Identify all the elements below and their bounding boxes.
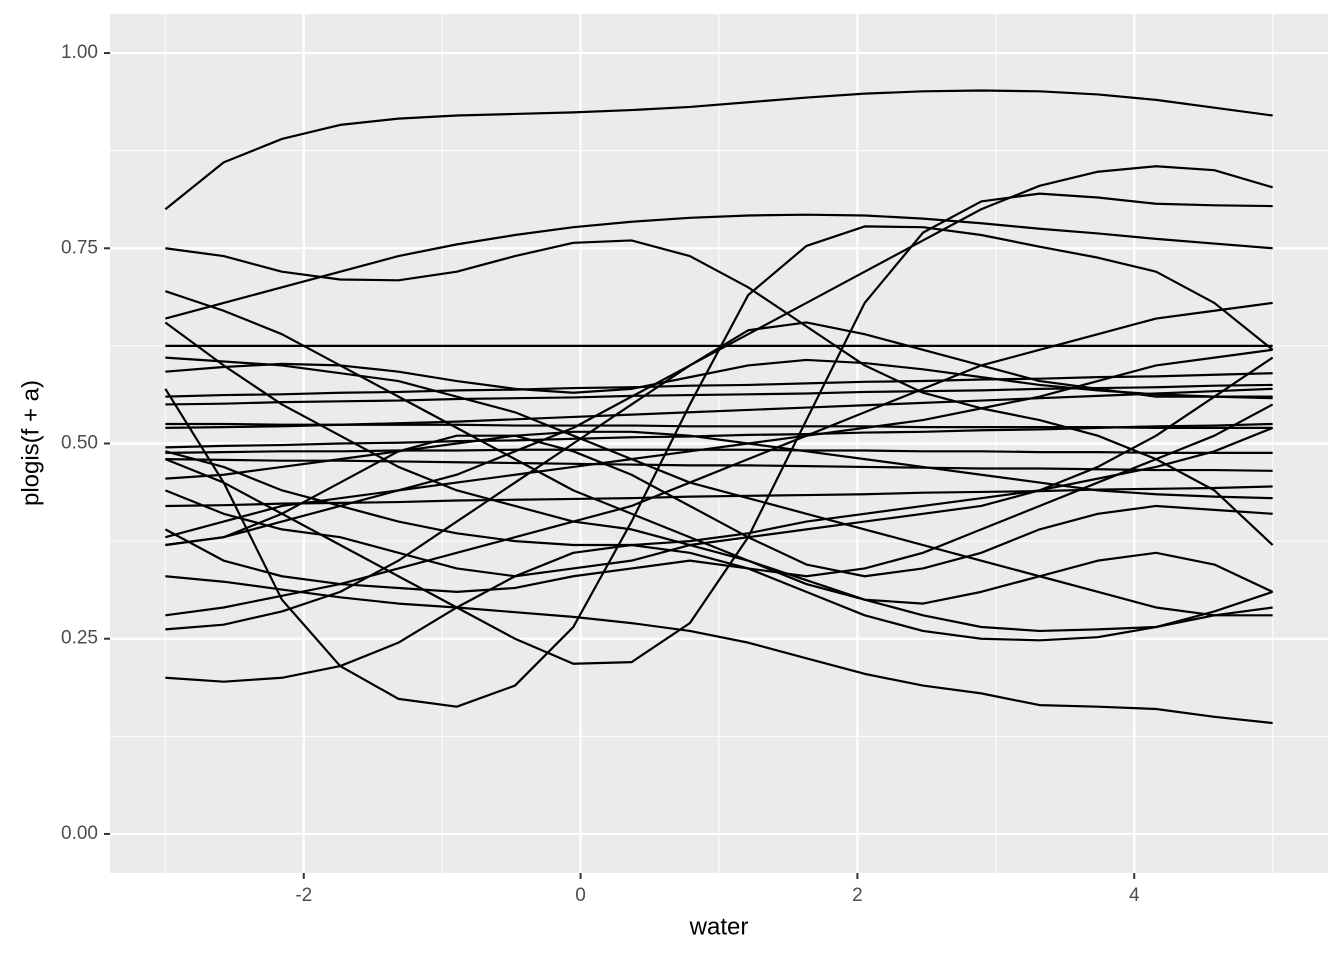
axes: -2 0 2 4 0.00 0.25 0.50 0.75 1.00 — [61, 42, 1140, 906]
series-line — [165, 448, 1273, 454]
y-tick-label: 0.25 — [61, 628, 98, 649]
series-line — [165, 372, 1273, 398]
series-line — [165, 356, 1273, 617]
series-line — [165, 458, 1273, 472]
series-line — [165, 239, 1274, 546]
series-line — [165, 575, 1273, 725]
series-line — [165, 434, 1273, 578]
series-line — [165, 422, 1273, 449]
series-line — [165, 430, 1273, 500]
series-line — [165, 348, 1273, 539]
series-line — [165, 387, 1273, 429]
series-line — [164, 192, 1273, 665]
series-line — [165, 426, 1274, 547]
series-line — [164, 89, 1273, 211]
y-tick-label: 0.00 — [61, 823, 98, 844]
y-tick-label: 0.75 — [61, 237, 98, 258]
y-axis-title: plogis(f + a) — [17, 380, 44, 506]
x-tick-label: 2 — [852, 885, 863, 906]
series-line — [164, 403, 1274, 593]
series-line — [165, 290, 1273, 633]
series-line — [165, 358, 1273, 400]
series-line — [165, 543, 1273, 683]
x-axis-title: water — [689, 913, 749, 940]
y-tick-label: 0.50 — [61, 433, 98, 454]
x-tick-label: -2 — [295, 885, 312, 906]
x-tick-label: 4 — [1129, 885, 1140, 906]
y-tick-label: 1.00 — [61, 42, 98, 63]
series-line — [164, 356, 1274, 578]
series-line — [165, 213, 1273, 320]
series-line — [165, 383, 1273, 406]
lines — [164, 89, 1274, 725]
series-line — [165, 301, 1273, 617]
x-tick-label: 0 — [575, 885, 586, 906]
series-line — [164, 321, 1274, 605]
